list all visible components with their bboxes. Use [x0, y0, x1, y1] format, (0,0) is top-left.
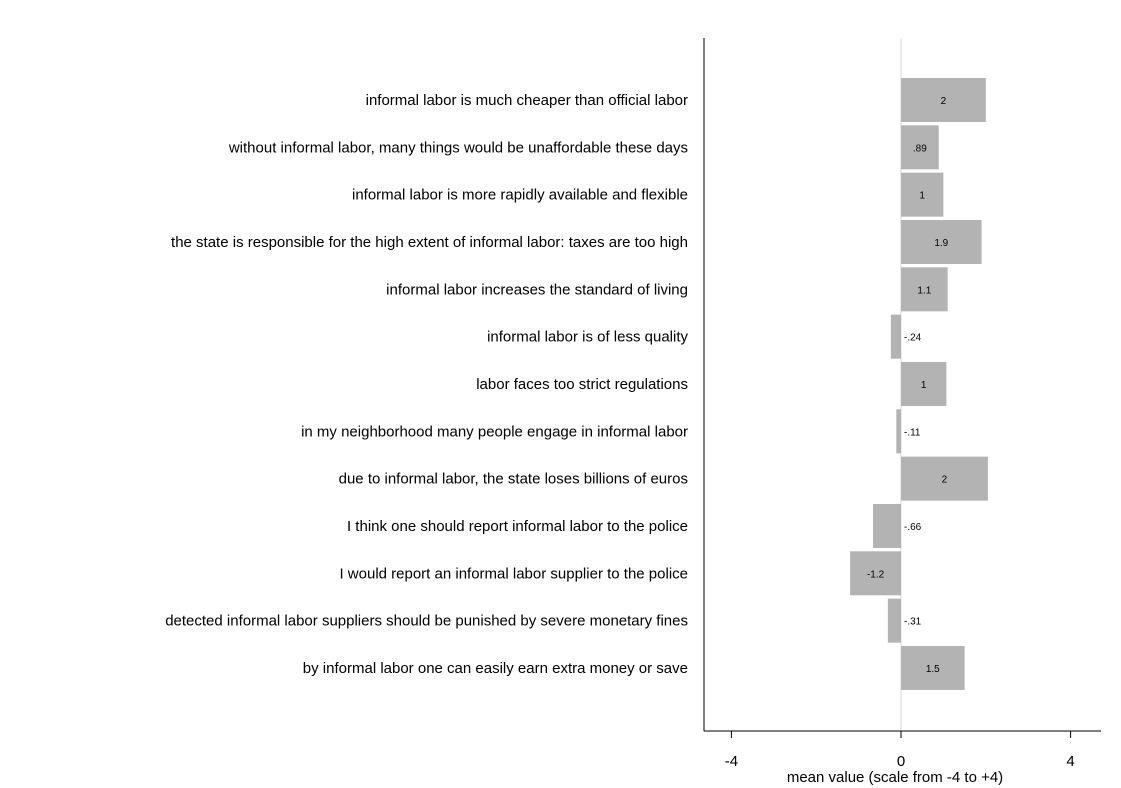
x-axis-title: mean value (scale from -4 to +4) [787, 769, 1003, 786]
category-label: I think one should report informal labor… [347, 518, 688, 535]
bar [901, 78, 986, 122]
bar [890, 314, 901, 359]
category-label: due to informal labor, the state loses b… [339, 471, 688, 488]
bar [901, 172, 944, 217]
x-tick-label: 4 [1066, 753, 1074, 770]
bar [901, 645, 965, 690]
category-label: labor faces too strict regulations [476, 376, 688, 393]
bar [850, 551, 901, 596]
data-label: .89 [913, 143, 927, 154]
data-labels: 2 .89 1 1.9 1.1 -.24 1 -.11 2 -.66 -1.2 -.31 1.5 [867, 96, 949, 675]
bar [887, 598, 901, 643]
category-label: without informal labor, many things woul… [228, 139, 688, 156]
bars [850, 78, 988, 690]
data-label: 1 [919, 191, 925, 202]
data-label: 2 [941, 96, 947, 107]
category-label: by informal labor one can easily earn ex… [303, 660, 688, 677]
data-label: 1.5 [926, 664, 940, 675]
bar [901, 361, 947, 406]
data-label: -1.2 [867, 569, 885, 580]
bar [901, 219, 982, 264]
x-tick-label: 0 [897, 753, 905, 770]
bar [901, 267, 948, 312]
data-label: -.66 [904, 522, 922, 533]
data-label: -.11 [904, 427, 921, 438]
axes: -4 0 4 [703, 38, 1101, 770]
category-label: informal labor increases the standard of… [386, 281, 688, 298]
data-label: -.24 [904, 333, 922, 344]
bar [901, 456, 988, 501]
data-label: -.31 [904, 617, 922, 628]
data-label: 1.9 [934, 238, 948, 249]
category-label: in my neighborhood many people engage in… [301, 423, 688, 440]
x-tick-label: -4 [725, 753, 738, 770]
category-label: I would report an informal labor supplie… [339, 565, 688, 582]
bar [901, 125, 939, 170]
category-label: informal labor is much cheaper than offi… [366, 92, 688, 109]
category-label: detected informal labor suppliers should… [165, 613, 688, 630]
category-labels: informal labor is much cheaper than offi… [165, 92, 688, 677]
bar [873, 503, 901, 548]
bar [896, 409, 901, 454]
data-label: 1 [921, 380, 927, 391]
data-label: 1.1 [917, 285, 931, 296]
data-label: 2 [942, 475, 948, 486]
category-label: informal labor is of less quality [487, 329, 688, 346]
category-label: the state is responsible for the high ex… [171, 234, 688, 251]
category-label: informal labor is more rapidly available… [352, 187, 688, 204]
